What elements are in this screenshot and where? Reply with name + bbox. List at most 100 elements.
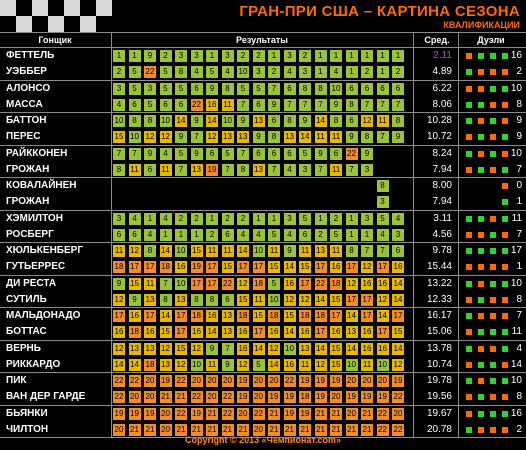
driver-row: ХЭМИЛТОН 3 4 1 4 2 2 1 2 2 1 1 3 5 1 2 1 3 5 4 3.11 11 <box>0 211 526 227</box>
driver-row: АЛОНСО 3 5 3 5 5 6 9 8 5 5 7 6 8 8 10 6 6 6 6 6.22 10 <box>0 81 526 97</box>
result-cell: 5 <box>237 82 249 95</box>
result-cell: 22 <box>190 98 203 111</box>
result-cell: 15 <box>237 293 249 306</box>
result-cell: 9 <box>190 115 203 127</box>
result-cell: 8 <box>159 293 172 306</box>
result-cell: 7 <box>113 147 125 160</box>
result-cell: 20 <box>361 375 373 387</box>
duel-record: 7 <box>464 308 524 324</box>
result-cell: 18 <box>159 261 172 273</box>
result-cell: 3 <box>361 212 373 225</box>
duel-marker-icon <box>502 410 508 417</box>
result-cell: 12 <box>361 115 373 127</box>
duel-record: 16 <box>464 48 524 64</box>
average-value: 8.00 <box>432 180 452 191</box>
result-cell: 11 <box>206 358 218 371</box>
result-cell: 4 <box>283 163 296 176</box>
duel-marker-icon <box>466 85 472 92</box>
result-cell: 4 <box>330 66 342 78</box>
result-cell: 15 <box>392 326 404 338</box>
result-cell: 9 <box>237 115 249 127</box>
result-cell: 10 <box>113 115 125 127</box>
average-value: 13.22 <box>426 277 452 289</box>
result-cell: 20 <box>330 391 342 403</box>
result-cell: 10 <box>283 342 296 355</box>
duel-count: 7 <box>516 163 522 175</box>
grid-line <box>0 372 526 373</box>
driver-name: БАТТОН <box>6 115 47 126</box>
driver-name: ГРОЖАН <box>6 163 50 175</box>
result-cell: 11 <box>128 163 141 176</box>
result-cell: 13 <box>314 245 327 257</box>
result-cell: 20 <box>376 375 389 387</box>
result-cell: 1 <box>361 228 373 241</box>
result-cell: 12 <box>113 293 125 306</box>
duel-marker-icon <box>502 296 508 303</box>
result-cell: 17 <box>299 277 311 290</box>
result-cell: 11 <box>159 163 172 176</box>
result-cell: 8 <box>376 180 389 192</box>
result-cell: 11 <box>299 245 311 257</box>
result-cell: 9 <box>361 147 373 160</box>
result-cell: 7 <box>175 163 187 176</box>
result-cell: 15 <box>283 310 296 322</box>
result-cell: 12 <box>237 277 249 290</box>
duel-marker-icon <box>478 101 484 108</box>
duel-record: 7 <box>464 227 524 243</box>
result-cell: 22 <box>113 391 125 403</box>
duel-marker-icon <box>502 313 508 319</box>
result-cell: 9 <box>221 358 234 371</box>
duel-count: 8 <box>516 293 522 305</box>
result-cell: 11 <box>299 358 311 371</box>
result-cell: 13 <box>221 326 234 338</box>
driver-name: СУТИЛЬ <box>6 293 47 305</box>
average-value: 8.06 <box>432 98 452 110</box>
duel-marker-icon <box>478 231 484 238</box>
result-cell: 7 <box>314 163 327 176</box>
grid-line <box>0 437 526 438</box>
result-cell: 11 <box>144 277 156 290</box>
duel-record: 4 <box>464 341 524 357</box>
duel-marker-icon <box>502 280 508 287</box>
result-cell: 14 <box>392 293 404 306</box>
duel-marker-icon <box>502 101 508 108</box>
result-cell: 21 <box>128 423 141 436</box>
result-cell: 7 <box>361 245 373 257</box>
result-cell: 1 <box>113 50 125 62</box>
result-cell: 6 <box>252 98 265 111</box>
result-cell: 2 <box>237 212 249 225</box>
result-cell: 12 <box>144 131 156 143</box>
result-cell: 21 <box>190 423 203 436</box>
result-cell: 9 <box>283 245 296 257</box>
result-cell: 3 <box>299 163 311 176</box>
result-cell: 14 <box>345 342 358 355</box>
duel-marker-icon <box>502 329 508 335</box>
result-cell: 14 <box>159 310 172 322</box>
duel-marker-icon <box>466 231 472 238</box>
duel-marker-icon <box>502 378 508 384</box>
duel-marker-icon <box>490 85 496 92</box>
result-cell: 8 <box>283 115 296 127</box>
column-header-driver: Гонщик <box>38 35 72 45</box>
result-cell: 7 <box>159 277 172 290</box>
result-cell: 19 <box>206 163 218 176</box>
result-cell: 22 <box>190 391 203 403</box>
result-cell: 12 <box>299 293 311 306</box>
duel-marker-icon <box>466 345 472 352</box>
duel-marker-icon <box>490 361 496 368</box>
result-cell: 6 <box>268 115 280 127</box>
result-cell: 6 <box>392 245 404 257</box>
driver-row: ХЮЛЬКЕНБЕРГ 11 12 8 14 10 15 11 11 14 10 11 9 11 13 11 8… <box>0 243 526 259</box>
result-cell: 20 <box>252 375 265 387</box>
result-cell: 22 <box>144 66 156 78</box>
result-cell: 2 <box>113 66 125 78</box>
result-cell: 1 <box>345 228 358 241</box>
result-cell: 9 <box>206 82 218 95</box>
result-cell: 9 <box>314 147 327 160</box>
result-cell: 21 <box>361 407 373 420</box>
duel-count: 16 <box>510 407 522 419</box>
result-cell: 9 <box>190 147 203 160</box>
result-cell: 7 <box>268 82 280 95</box>
result-cell: 19 <box>268 391 280 403</box>
average-value: 19.56 <box>426 391 452 402</box>
